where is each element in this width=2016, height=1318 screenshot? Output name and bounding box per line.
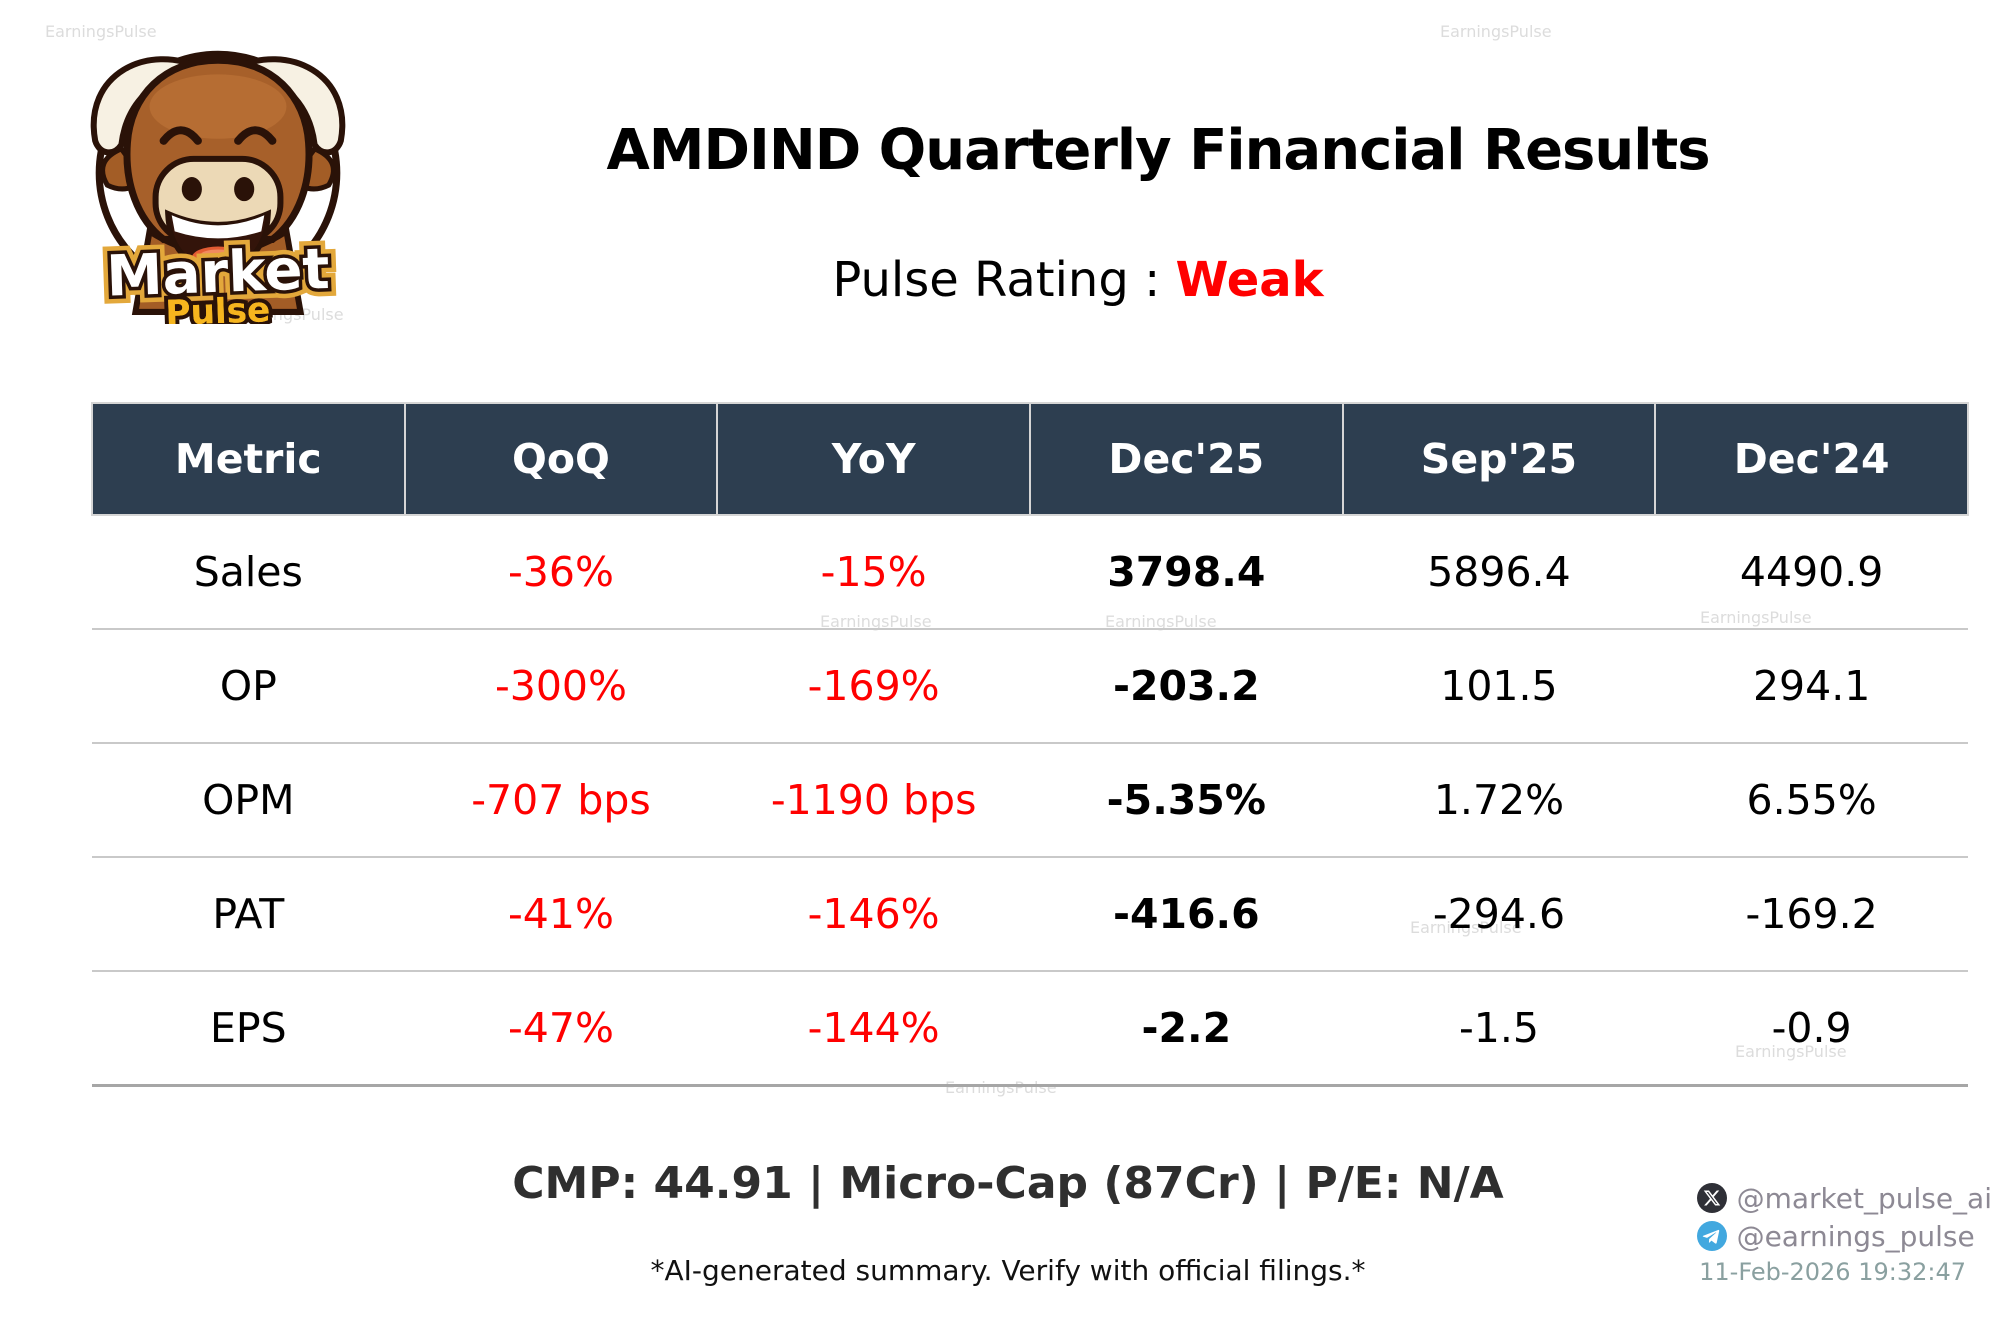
bull-nostril-left [181, 177, 202, 202]
bull-nostril-right [234, 177, 255, 202]
metric-cell: EPS [92, 971, 405, 1087]
dec25-cell: -2.2 [1029, 971, 1343, 1087]
yoy-cell: -169% [717, 629, 1030, 744]
pulse-rating-value: Weak [1175, 252, 1324, 308]
telegram-icon [1696, 1221, 1727, 1251]
yoy-cell: -144% [717, 971, 1030, 1087]
pulse-rating-label: Pulse Rating : [832, 252, 1176, 308]
table-row-eps: EPS -47% -144% -2.2 -1.5 -0.9 [92, 971, 1968, 1087]
table-header-row: Metric QoQ YoY Dec'25 Sep'25 Dec'24 [91, 402, 1969, 516]
market-pulse-logo: Market Market Pulse Pulse [90, 50, 346, 324]
dec25-cell: -416.6 [1029, 857, 1343, 972]
dec25-cell: 3798.4 [1029, 515, 1343, 630]
bull-eye-left [159, 126, 202, 145]
logo-word-pulse-outline: Pulse [165, 290, 271, 324]
metric-cell: Sales [92, 515, 405, 630]
pulse-rating-line: Pulse Rating : Weak [832, 252, 1323, 308]
bull-eye-right [234, 126, 277, 145]
x-row: @market_pulse_ai [1696, 1180, 1992, 1216]
metric-cell: OP [92, 629, 405, 744]
qoq-cell: -41% [404, 857, 718, 972]
sep25-cell: -1.5 [1342, 971, 1656, 1087]
financials-table: Metric QoQ YoY Dec'25 Sep'25 Dec'24 Sale… [91, 402, 1969, 1087]
watermark-text: EarningsPulse [1440, 22, 1552, 41]
telegram-handle[interactable]: @earnings_pulse [1736, 1219, 1975, 1253]
qoq-cell: -707 bps [404, 743, 718, 858]
sep25-cell: -294.6 [1342, 857, 1656, 972]
bull-forehead-highlight [149, 74, 287, 139]
qoq-cell: -47% [404, 971, 718, 1087]
yoy-cell: -1190 bps [717, 743, 1030, 858]
table-row-sales: Sales -36% -15% 3798.4 5896.4 4490.9 [92, 515, 1968, 630]
qoq-cell: -36% [404, 515, 718, 630]
dec24-cell: 4490.9 [1655, 515, 1968, 630]
table-row-pat: PAT -41% -146% -416.6 -294.6 -169.2 [92, 857, 1968, 972]
social-links: @market_pulse_ai @earnings_pulse [1696, 1180, 1992, 1256]
dec24-cell: 6.55% [1655, 743, 1968, 858]
cmp-summary: CMP: 44.91 | Micro-Cap (87Cr) | P/E: N/A [512, 1158, 1504, 1209]
x-handle[interactable]: @market_pulse_ai [1736, 1181, 1992, 1215]
column-header-sep25: Sep'25 [1341, 402, 1657, 516]
timestamp: 11-Feb-2026 19:32:47 [1699, 1258, 1966, 1286]
watermark-text: EarningsPulse [45, 22, 157, 41]
table-row-op: OP -300% -169% -203.2 101.5 294.1 [92, 629, 1968, 744]
bull-teeth [171, 215, 265, 239]
column-header-yoy: YoY [716, 402, 1031, 516]
sep25-cell: 1.72% [1342, 743, 1656, 858]
metric-cell: PAT [92, 857, 405, 972]
yoy-cell: -15% [717, 515, 1030, 630]
logo-word-market-outline: Market [105, 237, 330, 310]
dec25-cell: -203.2 [1029, 629, 1343, 744]
dec24-cell: -0.9 [1655, 971, 1968, 1087]
dec24-cell: -169.2 [1655, 857, 1968, 972]
x-icon [1696, 1183, 1727, 1213]
qoq-cell: -300% [404, 629, 718, 744]
logo-word-pulse: Pulse [165, 290, 271, 324]
bull-tongue-highlight [200, 249, 236, 260]
sep25-cell: 101.5 [1342, 629, 1656, 744]
column-header-qoq: QoQ [403, 402, 719, 516]
dec24-cell: 294.1 [1655, 629, 1968, 744]
table-row-opm: OPM -707 bps -1190 bps -5.35% 1.72% 6.55… [92, 743, 1968, 858]
column-header-metric: Metric [91, 402, 406, 516]
yoy-cell: -146% [717, 857, 1030, 972]
column-header-dec25: Dec'25 [1028, 402, 1344, 516]
column-header-dec24: Dec'24 [1654, 402, 1969, 516]
telegram-row: @earnings_pulse [1696, 1218, 1992, 1254]
logo-word-market: Market [105, 237, 330, 310]
dec25-cell: -5.35% [1029, 743, 1343, 858]
metric-cell: OPM [92, 743, 405, 858]
sep25-cell: 5896.4 [1342, 515, 1656, 630]
page-title: AMDIND Quarterly Financial Results [606, 118, 1710, 183]
ai-disclaimer: *AI-generated summary. Verify with offic… [650, 1254, 1366, 1287]
